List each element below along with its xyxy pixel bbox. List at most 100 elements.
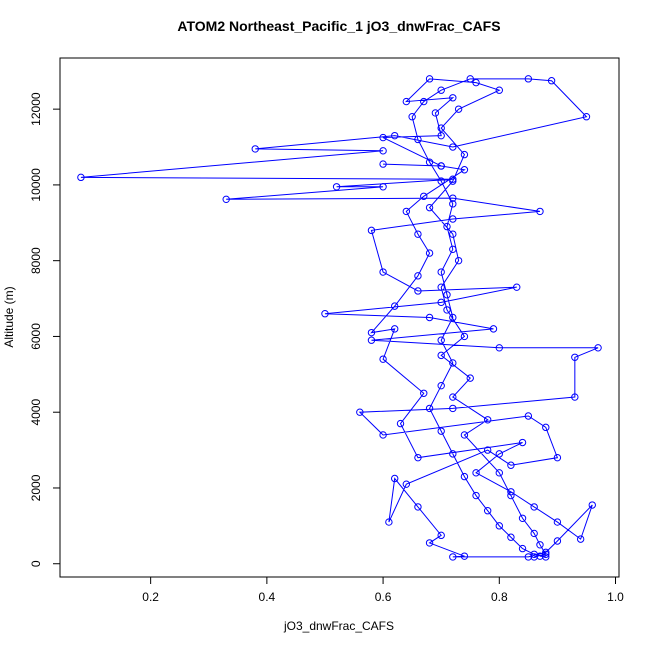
data-point xyxy=(495,522,503,530)
data-point xyxy=(524,75,533,83)
data-point xyxy=(425,203,434,212)
data-point xyxy=(402,480,411,488)
data-point xyxy=(536,541,544,549)
data-point xyxy=(367,336,376,344)
data-point xyxy=(414,135,422,144)
data-point xyxy=(449,393,457,401)
data-point xyxy=(495,450,503,458)
data-point xyxy=(547,77,556,85)
data-point xyxy=(437,427,445,435)
data-point xyxy=(594,344,602,352)
data-point xyxy=(495,469,503,477)
data-point xyxy=(396,419,405,428)
data-point xyxy=(553,518,562,526)
data-point xyxy=(542,553,550,561)
data-point xyxy=(472,469,480,477)
chart-title: ATOM2 Northeast_Pacific_1 jO3_dnwFrac_CA… xyxy=(177,18,500,34)
data-point xyxy=(379,183,387,191)
x-tick-label: 0.4 xyxy=(259,590,276,604)
data-point xyxy=(437,124,445,132)
data-point xyxy=(454,256,463,265)
data-point xyxy=(425,158,434,166)
data-point xyxy=(553,537,562,545)
data-point xyxy=(571,393,579,401)
data-point xyxy=(466,75,474,83)
data-point xyxy=(385,518,393,526)
data-point xyxy=(443,222,451,231)
data-point xyxy=(472,491,480,500)
data-point xyxy=(437,283,445,291)
data-point xyxy=(437,531,445,540)
data-point xyxy=(402,97,411,106)
data-point xyxy=(420,192,428,200)
y-axis-label: Altitude (m) xyxy=(2,286,16,347)
data-point xyxy=(391,325,399,333)
data-point xyxy=(507,488,515,496)
y-tick-label: 8000 xyxy=(29,247,43,274)
data-point xyxy=(391,302,399,310)
data-point xyxy=(251,145,259,153)
data-point xyxy=(449,194,457,202)
data-point xyxy=(518,544,527,553)
data-point xyxy=(449,200,457,208)
data-point xyxy=(483,507,492,515)
data-point xyxy=(483,416,492,424)
data-point xyxy=(367,226,376,235)
data-point xyxy=(379,355,387,363)
data-point xyxy=(379,268,387,276)
data-point xyxy=(449,177,457,185)
y-tick-label: 12000 xyxy=(29,92,43,126)
data-point xyxy=(391,131,399,140)
data-point xyxy=(414,503,422,511)
plot-frame xyxy=(59,57,620,578)
data-point xyxy=(420,97,428,106)
data-point xyxy=(460,472,469,481)
data-point xyxy=(536,207,544,216)
data-point xyxy=(379,133,387,142)
data-point xyxy=(449,553,457,561)
data-point xyxy=(530,503,538,511)
data-point xyxy=(466,374,474,382)
data-point xyxy=(391,474,399,483)
data-point xyxy=(449,215,457,223)
data-point xyxy=(576,535,585,543)
series-line xyxy=(80,78,599,558)
data-point xyxy=(414,287,422,295)
data-point xyxy=(518,514,527,522)
data-point xyxy=(582,113,591,121)
data-point xyxy=(449,230,457,238)
data-point xyxy=(489,325,498,333)
data-point xyxy=(542,550,550,558)
data-point xyxy=(425,539,434,547)
data-point xyxy=(420,389,428,397)
data-point xyxy=(542,548,550,557)
x-tick-label: 0.2 xyxy=(142,590,159,604)
data-point xyxy=(431,109,440,117)
data-point xyxy=(443,306,451,314)
data-point xyxy=(379,160,387,168)
data-point xyxy=(542,423,550,432)
data-point xyxy=(495,86,503,94)
data-point xyxy=(437,268,445,276)
data-point xyxy=(437,336,445,344)
data-point xyxy=(437,177,445,185)
data-point xyxy=(414,453,422,462)
data-point xyxy=(460,431,469,439)
x-tick-label: 0.6 xyxy=(375,590,392,604)
data-point xyxy=(449,450,457,458)
data-point xyxy=(379,147,387,155)
y-tick-label: 10000 xyxy=(29,168,43,202)
data-point xyxy=(449,94,457,102)
data-point xyxy=(460,166,469,174)
data-point xyxy=(472,78,480,87)
data-point xyxy=(77,173,85,182)
data-point xyxy=(367,328,376,337)
data-point xyxy=(530,529,538,538)
data-point xyxy=(321,310,329,318)
data-point xyxy=(449,143,457,151)
x-tick-label: 0.8 xyxy=(491,590,508,604)
y-tick-label: 2000 xyxy=(29,474,43,501)
data-point xyxy=(437,162,445,170)
data-point xyxy=(507,491,515,500)
data-point xyxy=(507,533,515,541)
